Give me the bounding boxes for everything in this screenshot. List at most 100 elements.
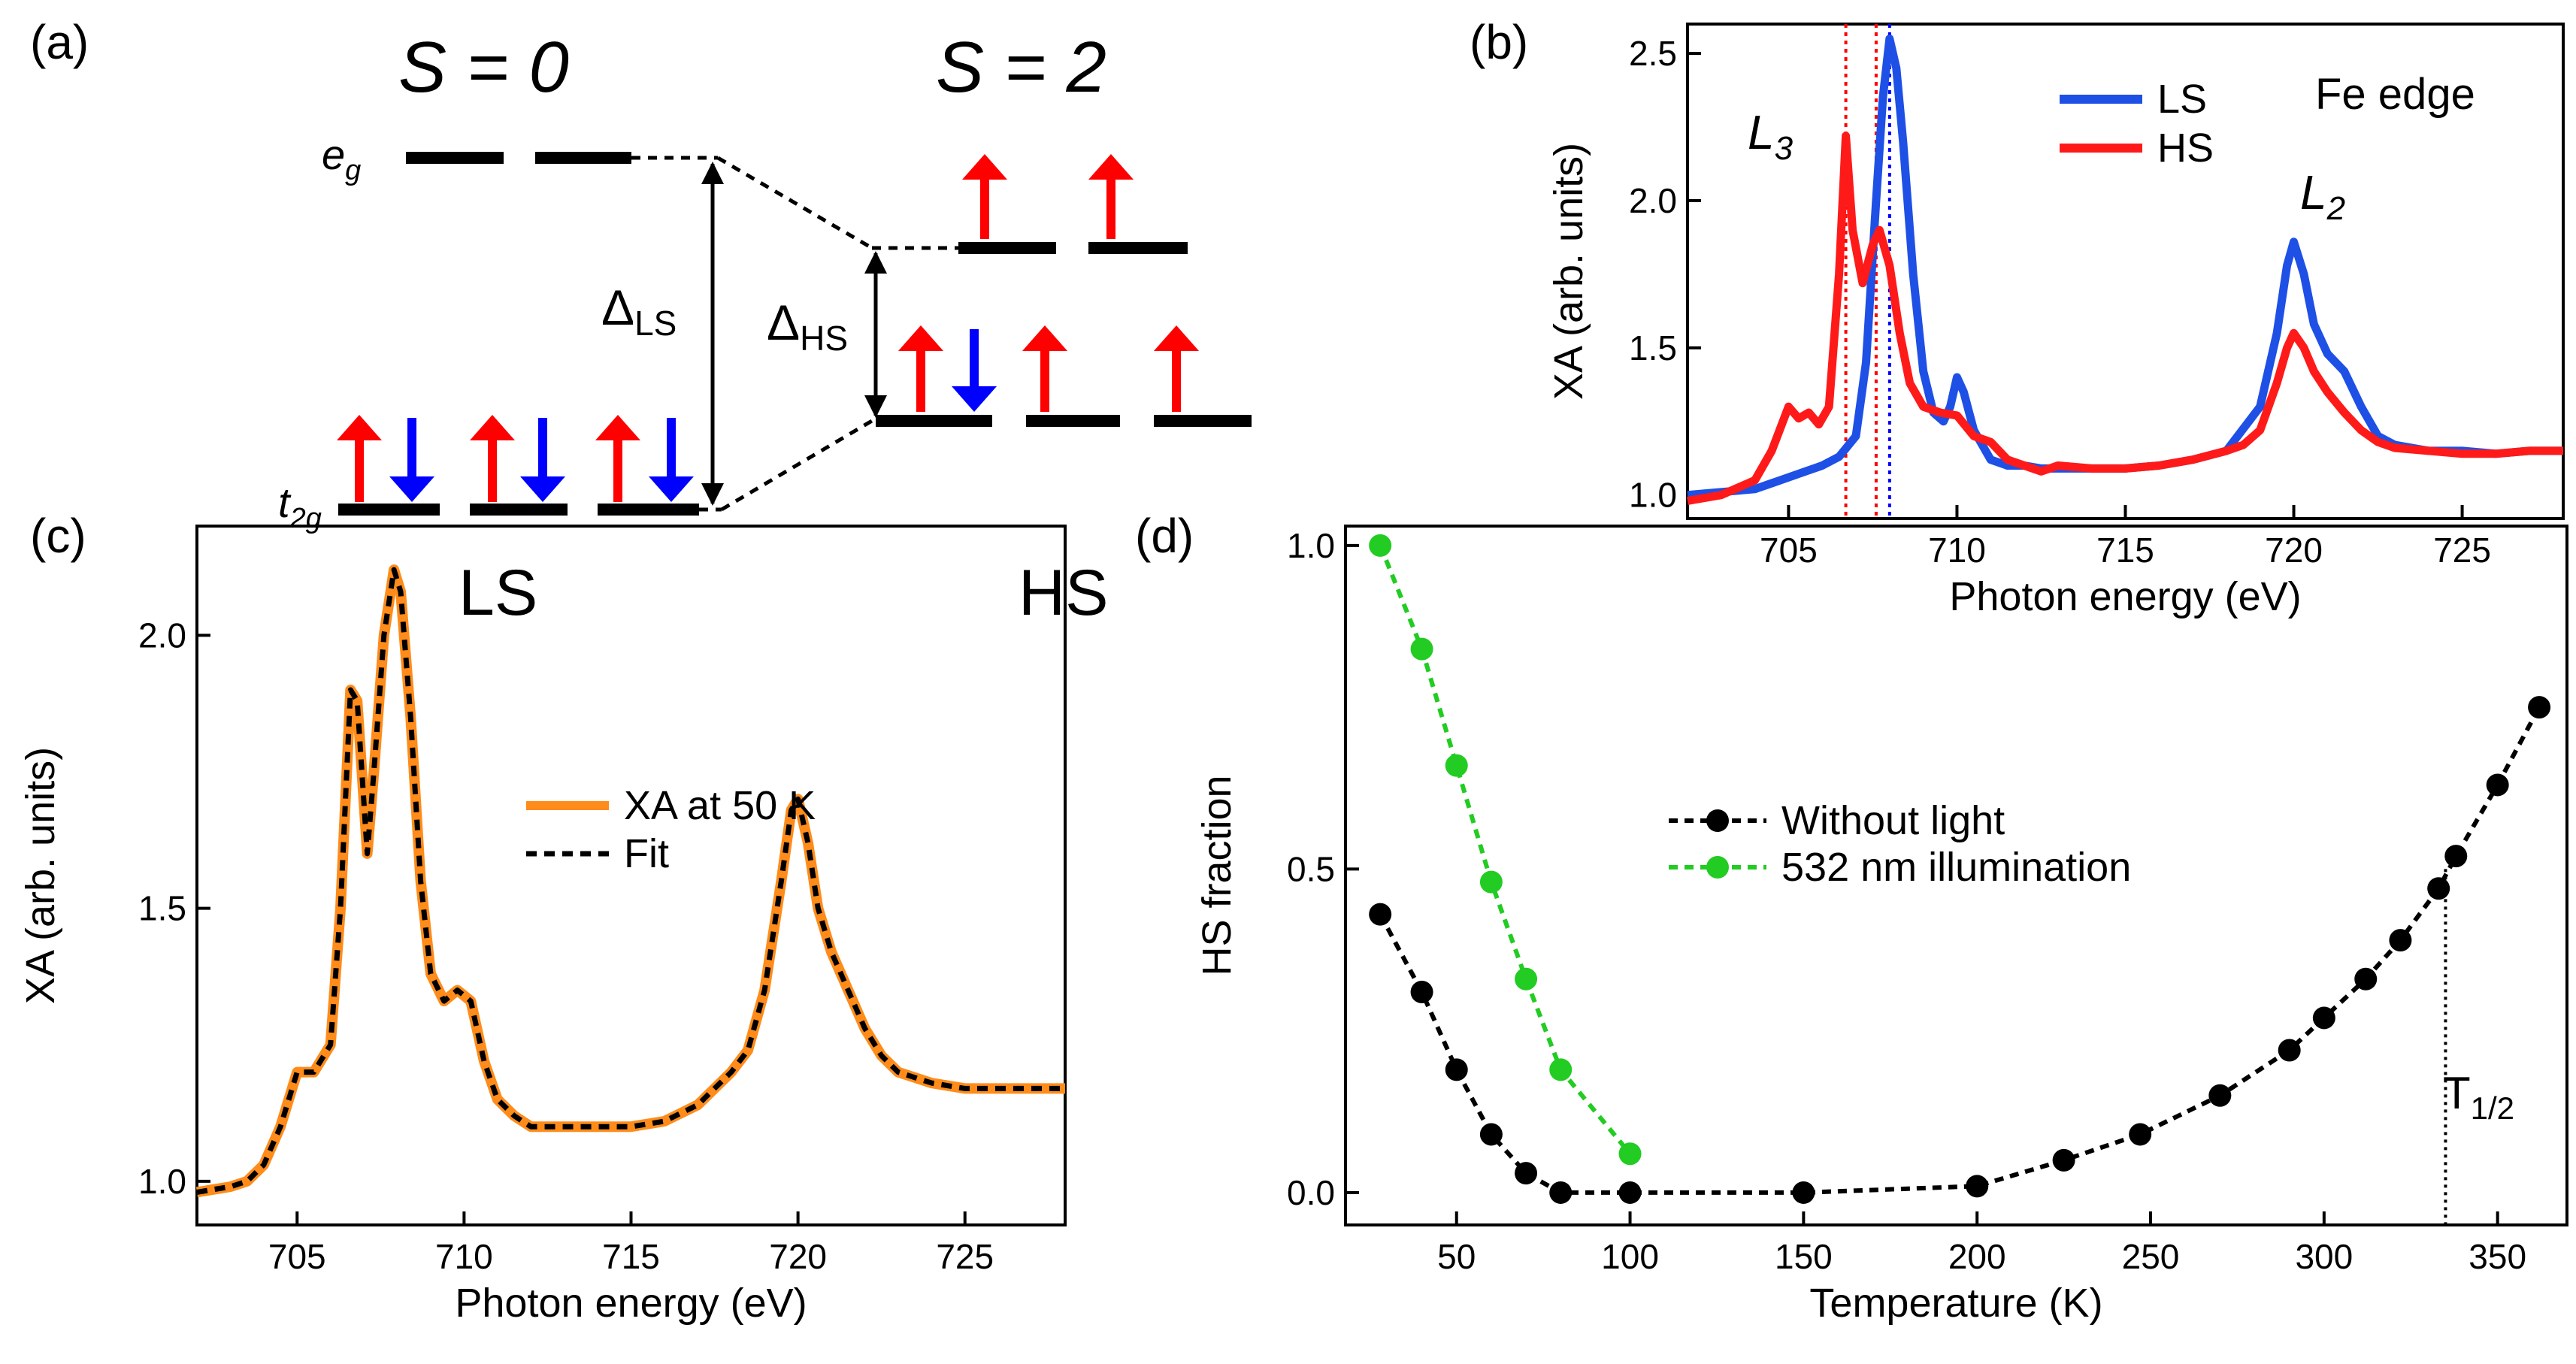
legend-label: HS <box>2157 126 2214 171</box>
x-tick-label: 710 <box>435 1237 493 1276</box>
data-point <box>1369 903 1392 926</box>
data-point <box>2354 967 2378 990</box>
legend-label: LS <box>2157 77 2207 122</box>
y-tick-label: 2.0 <box>1629 181 1677 220</box>
panel-d: (d) 50 100 150 200 250 300 350 0.0 0.5 1.0 Tempera… <box>1135 509 2568 1326</box>
data-point <box>1549 1058 1573 1081</box>
spin-up-arrow-head <box>595 415 640 440</box>
connector <box>716 156 873 250</box>
x-tick-label: 715 <box>602 1237 660 1276</box>
data-point <box>1618 1142 1642 1166</box>
plot-frame <box>1344 525 2568 1226</box>
delta-hs-label: ΔHS <box>767 295 848 358</box>
l3-label: L3 <box>1748 105 1794 167</box>
data-point <box>1966 1175 1989 1198</box>
x-tick-label: 720 <box>769 1237 827 1276</box>
spin-up-arrow-head <box>898 325 943 351</box>
x-tick-label: 725 <box>2433 531 2491 570</box>
data-point <box>2444 845 2468 868</box>
x-tick-label: 200 <box>1948 1237 2006 1276</box>
data-point <box>2486 773 2509 797</box>
series-line <box>1378 706 2541 1195</box>
x-axis-label: Temperature (K) <box>1809 1281 2102 1326</box>
panel-c-label: (c) <box>30 509 86 563</box>
y-tick-label: 2.0 <box>138 615 186 655</box>
data-point <box>1445 1058 1468 1081</box>
legend-label: XA at 50 K <box>624 783 816 828</box>
y-axis-label: XA (arb. units) <box>1546 143 1591 400</box>
xa-line <box>195 564 1065 1198</box>
series-line <box>1378 544 1632 1156</box>
data-point <box>1445 754 1468 777</box>
data-point <box>1618 1181 1642 1204</box>
spin-down-arrow-head <box>649 476 694 502</box>
spin-down-arrow-head <box>389 476 434 502</box>
eg-label: eg <box>322 131 361 186</box>
x-tick-label: 50 <box>1437 1237 1476 1276</box>
spin-up-arrow-head <box>470 415 515 440</box>
y-tick-label: 1.0 <box>1287 526 1335 565</box>
data-point <box>1479 1123 1503 1146</box>
spin-up-arrow-head <box>1088 154 1134 180</box>
fit-line <box>196 567 1065 1195</box>
panel-c: (c) 705 710 715 720 725 1.0 1.5 2.0 Photon energ… <box>18 509 1067 1326</box>
spin-up-arrow-head <box>337 415 382 440</box>
ls-state-label: LS <box>459 557 537 629</box>
y-tick-label: 1.0 <box>138 1162 186 1201</box>
spin-up-arrow-head <box>1154 325 1199 351</box>
data-point <box>1515 967 1538 990</box>
y-tick-label: 0.0 <box>1287 1173 1335 1212</box>
spin-up-arrow-head <box>962 154 1007 180</box>
x-tick-label: 725 <box>936 1237 994 1276</box>
x-tick-label: 710 <box>1928 531 1986 570</box>
series-line-ls <box>1687 35 2563 500</box>
hs-state-label: HS <box>1019 557 1108 629</box>
legend-label: Fit <box>624 831 669 876</box>
legend-label: 532 nm illumination <box>1781 845 2131 890</box>
level-connectors <box>631 156 958 512</box>
x-axis-label: Photon energy (eV) <box>1949 574 2301 619</box>
panel-a: (a) S = 0 S = 2 eg t2g <box>30 15 1252 629</box>
y-tick-label: 1.0 <box>1629 476 1677 515</box>
s2-label: S = 2 <box>936 27 1106 107</box>
ls-levels <box>338 152 699 516</box>
delta-ls-label: ΔLS <box>601 280 677 343</box>
panel-a-label: (a) <box>30 15 89 69</box>
fe-edge-label: Fe edge <box>2315 70 2475 119</box>
legend-label: Without light <box>1781 798 2005 843</box>
x-tick-label: 715 <box>2096 531 2154 570</box>
data-point <box>2208 1084 2232 1107</box>
x-tick-label: 705 <box>1760 531 1818 570</box>
chart-d: 50 100 150 200 250 300 350 0.0 0.5 1.0 Temperature… <box>1194 525 2568 1326</box>
y-axis-label: HS fraction <box>1194 775 1240 975</box>
s0-label: S = 0 <box>398 27 569 107</box>
chart-b: 705 710 715 720 725 1.0 1.5 2.0 2.5 Photon energy… <box>1546 23 2565 619</box>
t2g-label: t2g <box>278 479 322 534</box>
data-point <box>2427 877 2450 900</box>
data-point <box>2278 1039 2301 1062</box>
spin-up-arrow-head <box>1022 325 1067 351</box>
data-point <box>1369 534 1392 557</box>
spin-down-arrow-head <box>952 386 997 412</box>
y-axis-label: XA (arb. units) <box>18 747 63 1004</box>
t-half-label: T1/2 <box>2443 1068 2514 1126</box>
l2-label: L2 <box>2300 165 2345 227</box>
data-point <box>1479 870 1503 894</box>
data-point <box>1549 1181 1573 1204</box>
data-point <box>2528 696 2551 719</box>
panel-b-label: (b) <box>1470 15 1528 69</box>
x-tick-label: 150 <box>1775 1237 1833 1276</box>
y-tick-label: 0.5 <box>1287 849 1335 888</box>
x-tick-label: 250 <box>2122 1237 2180 1276</box>
y-tick-label: 1.5 <box>138 889 186 928</box>
series-line-hs <box>1687 132 2563 505</box>
data-point <box>2129 1123 2152 1146</box>
x-tick-label: 100 <box>1601 1237 1659 1276</box>
data-point <box>1515 1162 1538 1185</box>
x-tick-label: 350 <box>2469 1237 2526 1276</box>
x-tick-label: 300 <box>2295 1237 2353 1276</box>
connector <box>720 419 873 512</box>
data-point <box>2312 1006 2335 1030</box>
data-point <box>2389 929 2412 952</box>
